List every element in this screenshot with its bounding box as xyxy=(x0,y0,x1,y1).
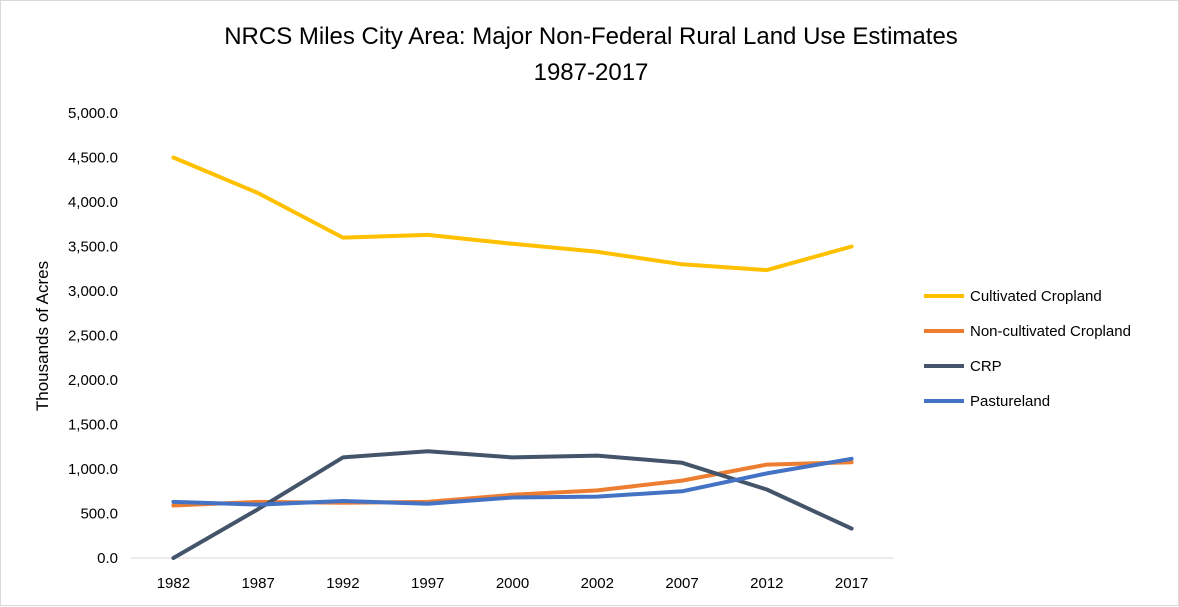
x-tick-label: 1992 xyxy=(326,575,359,592)
x-tick-label: 2017 xyxy=(835,575,868,592)
y-tick-label: 5,000.0 xyxy=(68,105,118,122)
y-tick-label: 3,000.0 xyxy=(68,283,118,300)
y-tick-label: 0.0 xyxy=(97,550,118,567)
x-tick-label: 1987 xyxy=(241,575,274,592)
y-tick-label: 4,000.0 xyxy=(68,194,118,211)
legend: Cultivated Cropland Non-cultivated Cropla… xyxy=(924,288,1131,410)
x-tick-labels: 1982 1987 1992 1997 2000 2002 2007 2012 2017 xyxy=(157,575,869,592)
x-tick-label: 2002 xyxy=(581,575,614,592)
legend-label-non-cultivated-cropland: Non-cultivated Cropland xyxy=(970,323,1131,340)
legend-label-pastureland: Pastureland xyxy=(970,393,1050,410)
x-tick-label: 1982 xyxy=(157,575,190,592)
chart-title: NRCS Miles City Area: Major Non-Federal … xyxy=(224,23,958,50)
x-tick-label: 2000 xyxy=(496,575,529,592)
series-line-pastureland xyxy=(171,456,854,507)
y-tick-labels: 0.0 500.0 1,000.0 1,500.0 2,000.0 2,500.0 3,00… xyxy=(68,105,118,567)
x-tick-label: 1997 xyxy=(411,575,444,592)
y-tick-label: 3,500.0 xyxy=(68,239,118,256)
legend-label-crp: CRP xyxy=(970,358,1002,375)
y-tick-label: 4,500.0 xyxy=(68,150,118,167)
y-tick-label: 2,500.0 xyxy=(68,328,118,345)
series-lines xyxy=(171,155,854,560)
y-tick-label: 1,000.0 xyxy=(68,461,118,478)
x-tick-label: 2007 xyxy=(665,575,698,592)
x-tick-label: 2012 xyxy=(750,575,783,592)
chart-subtitle: 1987-2017 xyxy=(534,59,649,86)
y-tick-label: 1,500.0 xyxy=(68,417,118,434)
y-tick-label: 500.0 xyxy=(80,506,118,523)
legend-label-cultivated-cropland: Cultivated Cropland xyxy=(970,288,1102,305)
series-line-cultivated-cropland xyxy=(171,155,854,273)
y-tick-label: 2,000.0 xyxy=(68,372,118,389)
y-axis-title: Thousands of Acres xyxy=(33,261,52,411)
